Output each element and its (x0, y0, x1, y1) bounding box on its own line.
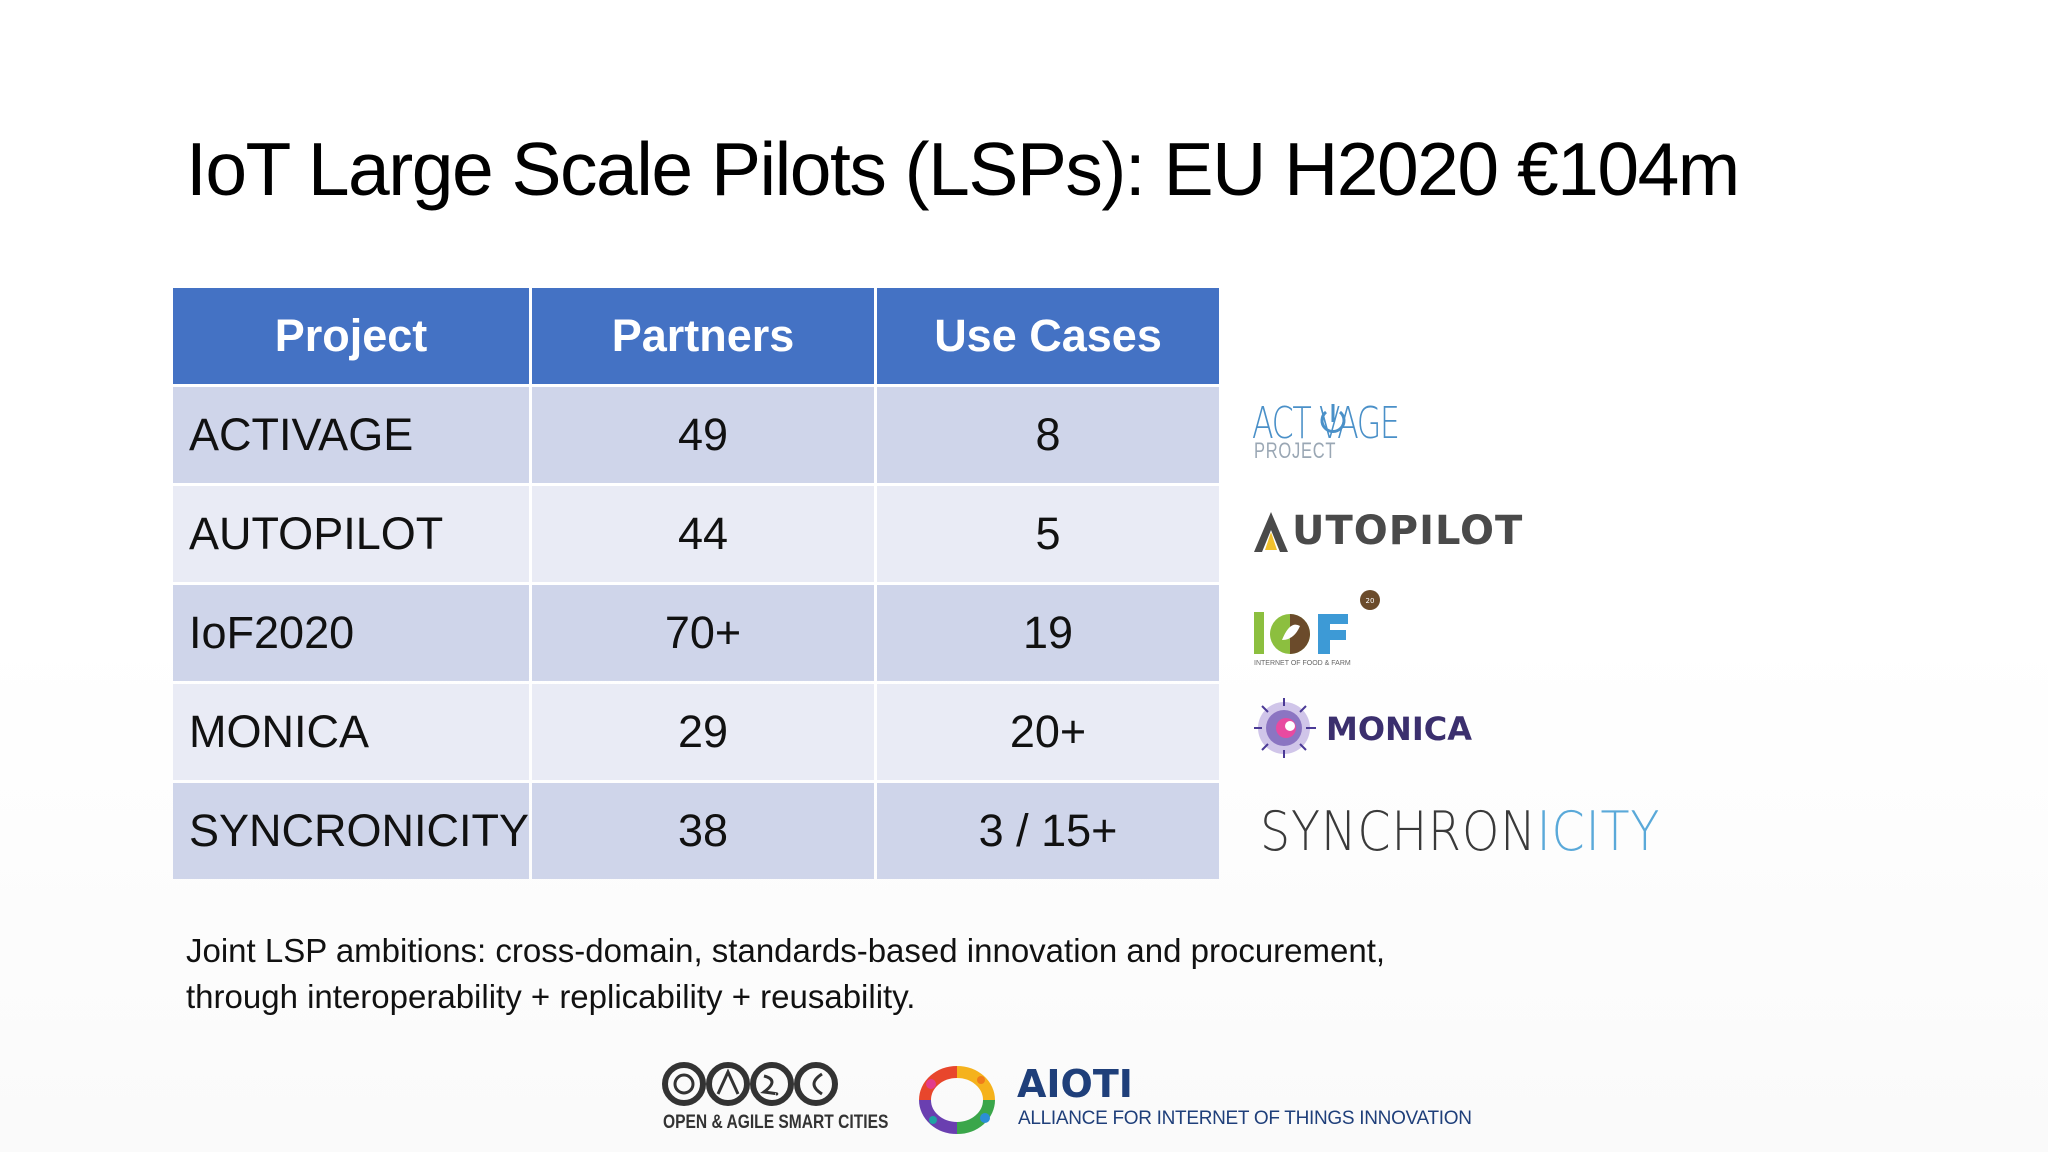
oasc-logo-caption: OPEN & AGILE SMART CITIES (663, 1112, 889, 1133)
activage-logo-text: ACT VAGE (1252, 398, 1400, 449)
cell-partners: 70+ (532, 585, 875, 681)
iof-logo-subtext: INTERNET OF FOOD & FARM (1254, 660, 1351, 667)
activage-logo-subtext: PROJECT (1254, 438, 1337, 463)
table-row: AUTOPILOT 44 5 (173, 486, 1220, 582)
table-header-row: Project Partners Use Cases (173, 288, 1220, 384)
cell-partners: 38 (532, 783, 875, 879)
cell-partners: 29 (532, 684, 875, 780)
aioti-logo: AIOTI ALLIANCE FOR INTERNET OF THINGS IN… (905, 1060, 1472, 1140)
lsp-table: Project Partners Use Cases ACTIVAGE 49 8… (170, 285, 1222, 882)
monica-burst-icon (1254, 698, 1316, 758)
synchronicity-logo-head: SYNCHRON (1260, 800, 1537, 863)
cell-use-cases: 8 (877, 387, 1220, 483)
synchronicity-logo: SYNCHRONICITY (1260, 800, 1660, 863)
table-row: ACTIVAGE 49 8 (173, 387, 1220, 483)
oasc-logo: OPEN & AGILE SMART CITIES (660, 1060, 888, 1138)
aioti-logo-name: AIOTI (1017, 1062, 1133, 1106)
cell-project: IoF2020 (173, 585, 530, 681)
table-row: IoF2020 70+ 19 (173, 585, 1220, 681)
iof-mark-icon: 20 (1254, 590, 1380, 654)
svg-text:20: 20 (1366, 597, 1375, 605)
cell-partners: 49 (532, 387, 875, 483)
footnote-text: Joint LSP ambitions: cross-domain, stand… (186, 928, 1536, 1020)
cell-project: SYNCRONICITY (173, 783, 530, 879)
cell-use-cases: 5 (877, 486, 1220, 582)
slide-title: IoT Large Scale Pilots (LSPs): EU H2020 … (186, 127, 1740, 211)
cell-project: AUTOPILOT (173, 486, 530, 582)
cell-use-cases: 20+ (877, 684, 1220, 780)
oasc-circles-icon (662, 1062, 838, 1106)
aioti-logo-subtext: ALLIANCE FOR INTERNET OF THINGS INNOVATI… (1018, 1108, 1472, 1129)
cell-use-cases: 19 (877, 585, 1220, 681)
cell-project: MONICA (173, 684, 530, 780)
activage-logo: ACT VAGE PROJECT (1252, 398, 1442, 468)
synchronicity-logo-tail: ICITY (1536, 800, 1661, 863)
autopilot-a-icon (1254, 512, 1288, 552)
header-project: Project (173, 288, 530, 384)
cell-partners: 44 (532, 486, 875, 582)
table-row: MONICA 29 20+ (173, 684, 1220, 780)
header-use-cases: Use Cases (877, 288, 1220, 384)
table-row: SYNCRONICITY 38 3 / 15+ (173, 783, 1220, 879)
iof2020-logo: 20 INTERNET OF FOOD & FARM (1252, 590, 1392, 675)
header-partners: Partners (532, 288, 875, 384)
monica-logo-text: MONICA (1326, 710, 1472, 748)
aioti-ring-icon (919, 1066, 995, 1134)
footnote-line-1: Joint LSP ambitions: cross-domain, stand… (186, 932, 1386, 969)
cell-use-cases: 3 / 15+ (877, 783, 1220, 879)
monica-logo: MONICA (1252, 696, 1472, 760)
autopilot-logo-text: UTOPILOT (1292, 508, 1524, 554)
footnote-line-2: through interoperability + replicability… (186, 978, 916, 1015)
cell-project: ACTIVAGE (173, 387, 530, 483)
power-icon (1320, 404, 1346, 433)
